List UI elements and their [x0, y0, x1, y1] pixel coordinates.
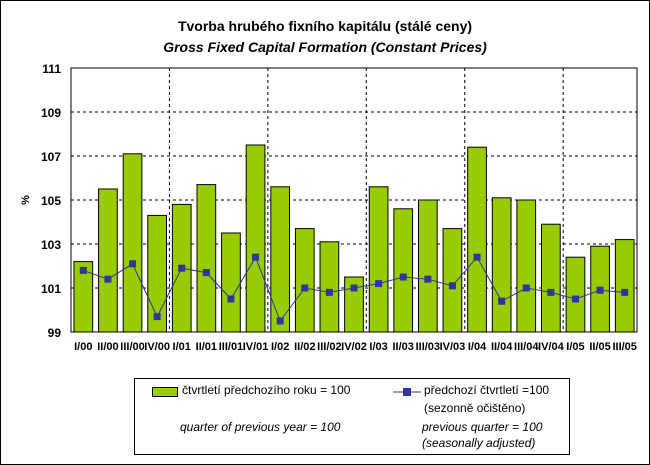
x-tick-label: IV/02	[341, 341, 367, 353]
legend-line-marker	[393, 388, 421, 396]
line-point	[325, 288, 333, 296]
bar	[491, 197, 512, 333]
legend-bar-label: čtvrtletí předchozího roku = 100	[182, 383, 351, 397]
bar	[294, 228, 315, 333]
bar	[565, 256, 586, 333]
x-tick-label: I/05	[566, 341, 584, 353]
line-point	[522, 284, 530, 292]
x-tick-label: II/03	[393, 341, 414, 353]
y-tick-label: 111	[42, 62, 61, 76]
legend-line-label-sub: (sezonně očištěno)	[424, 401, 526, 415]
x-tick-label: II/04	[491, 341, 513, 353]
line-point	[448, 282, 456, 290]
line-point	[227, 295, 235, 303]
x-tick-label: II/00	[97, 341, 118, 353]
bar	[122, 153, 143, 333]
chart-subtitle: Gross Fixed Capital Formation (Constant …	[163, 39, 487, 55]
line-point	[424, 275, 432, 283]
bar	[614, 239, 635, 333]
x-tick-label: IV/01	[243, 341, 269, 353]
bar	[98, 188, 118, 333]
x-tick-label: I/02	[271, 341, 289, 353]
plot-frame	[70, 67, 638, 333]
x-tick-label: III/04	[514, 341, 539, 353]
bar	[319, 241, 340, 333]
line-point	[276, 317, 284, 325]
line-point	[129, 260, 137, 268]
bar	[245, 144, 266, 333]
bar	[417, 199, 438, 333]
x-tick-label: III/02	[317, 341, 341, 353]
x-tick-label: I/03	[369, 341, 387, 353]
x-tick-label: III/05	[612, 341, 636, 353]
line-point	[104, 275, 112, 283]
x-tick-label: I/04	[468, 341, 487, 353]
legend: čtvrtletí předchozího roku = 100 quarter…	[134, 378, 570, 455]
line-point	[178, 264, 186, 272]
y-tick-label: 107	[41, 150, 61, 164]
line-point	[473, 253, 481, 261]
legend-line-label-en-sub: (seasonally adjusted)	[422, 436, 536, 450]
x-tick-label: IV/03	[440, 341, 466, 353]
x-tick-label: II/05	[589, 341, 610, 353]
legend-line-label: předchozí čtvrtletí =100	[424, 383, 550, 397]
line-point	[547, 288, 555, 296]
x-tick-label: II/01	[196, 341, 217, 353]
legend-bar-swatch	[152, 387, 178, 397]
x-tick-label: III/03	[416, 341, 440, 353]
x-tick-label: IV/04	[538, 341, 565, 353]
line-point	[350, 284, 358, 292]
y-axis-label: %	[20, 195, 32, 205]
y-tick-label: 109	[41, 106, 61, 120]
x-tick-label: III/01	[219, 341, 243, 353]
y-tick-label: 101	[41, 282, 61, 296]
line-point	[79, 266, 87, 274]
line-point	[498, 297, 506, 305]
line-point	[252, 253, 260, 261]
y-tick-label: 105	[41, 194, 61, 208]
y-tick-label: 99	[48, 326, 62, 340]
legend-line-label-en: previous quarter = 100	[422, 420, 543, 434]
x-tick-label: III/00	[120, 341, 144, 353]
bar	[270, 186, 291, 333]
line-point	[399, 273, 407, 281]
line-point	[301, 284, 309, 292]
line-point	[375, 280, 383, 288]
bar	[516, 199, 537, 333]
x-tick-label: I/00	[74, 341, 92, 353]
bar	[196, 184, 217, 333]
line-point	[571, 295, 579, 303]
line-point	[202, 269, 210, 277]
bar	[541, 223, 561, 333]
legend-bar-label-en: quarter of previous year = 100	[180, 420, 341, 434]
x-tick-label: I/01	[173, 341, 191, 353]
y-tick-label: 103	[41, 238, 61, 252]
bar	[221, 232, 241, 333]
chart-title: Tvorba hrubého fixního kapitálu (stálé c…	[177, 18, 473, 34]
bar	[467, 146, 487, 333]
x-tick-label: II/02	[294, 341, 315, 353]
line-point	[153, 313, 161, 321]
line-point	[596, 286, 604, 294]
line-point	[621, 288, 629, 296]
bar	[368, 186, 389, 333]
bar	[442, 228, 463, 333]
x-tick-label: IV/00	[144, 341, 170, 353]
bar	[393, 208, 414, 333]
